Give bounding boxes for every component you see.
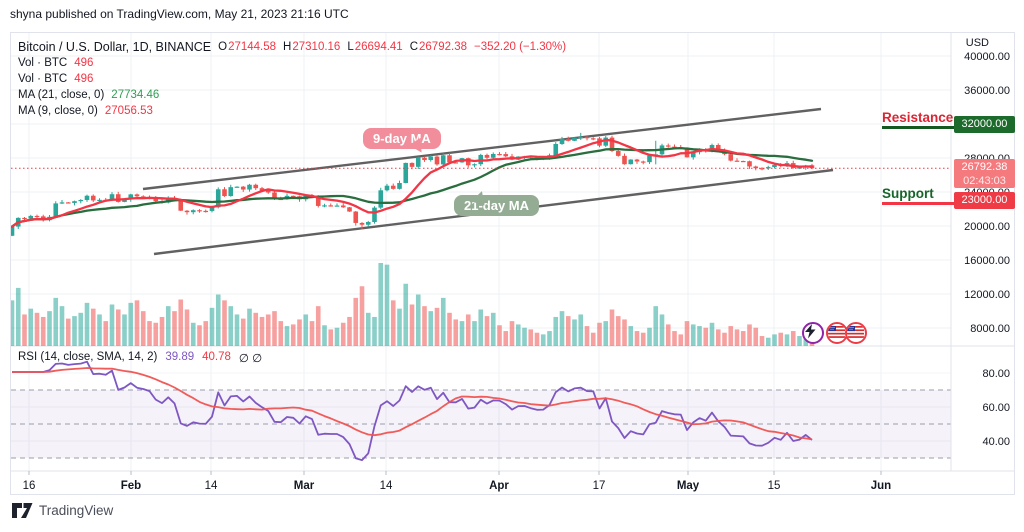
attribution-text: shyna published on TradingView.com, May … — [10, 7, 349, 21]
svg-text:12000.00: 12000.00 — [964, 289, 1010, 301]
svg-text:16000.00: 16000.00 — [964, 255, 1010, 267]
footer-brand: TradingView — [39, 503, 114, 518]
lightning-icon — [805, 324, 816, 339]
svg-text:16: 16 — [23, 480, 36, 492]
chart-widget: 40000.0036000.0028000.0024000.0020000.00… — [10, 32, 1015, 495]
us-flag-event-icon[interactable] — [845, 322, 867, 344]
svg-text:20000.00: 20000.00 — [964, 221, 1010, 233]
rsi-value: 39.89 — [165, 351, 195, 363]
symbol-title: Bitcoin / U.S. Dollar, 1D, BINANCE — [18, 40, 212, 54]
svg-text:14: 14 — [205, 480, 218, 492]
footer: TradingView — [12, 502, 113, 519]
us-flag-icon — [828, 324, 845, 341]
svg-text:8000.00: 8000.00 — [970, 323, 1010, 335]
price-axis[interactable] — [951, 33, 1014, 471]
ohlc-close: C 26792.38 — [409, 41, 467, 53]
bar-countdown: 02:43:03 — [963, 175, 1006, 187]
price-chart-canvas[interactable]: 40000.0036000.0028000.0024000.0020000.00… — [11, 33, 1016, 496]
lightning-event-icon[interactable] — [802, 322, 824, 344]
us-flag-event-icon[interactable] — [826, 322, 848, 344]
support-price-badge: 23000.00 — [954, 192, 1015, 209]
support-label: Support — [882, 186, 954, 205]
svg-text:14: 14 — [380, 480, 393, 492]
svg-text:May: May — [677, 480, 700, 492]
volume-row: Vol · BTC 496 — [18, 57, 94, 69]
us-flag-icon — [847, 324, 864, 341]
svg-text:Feb: Feb — [121, 480, 141, 492]
time-axis[interactable] — [11, 471, 951, 495]
ohlc-low: L 26694.41 — [347, 41, 403, 53]
symbol-row: Bitcoin / U.S. Dollar, 1D, BINANCE O 2714… — [18, 39, 566, 55]
ma9-callout: 9-day MA — [363, 128, 441, 149]
currency-label: USD — [965, 37, 989, 49]
rsi-legend: RSI (14, close, SMA, 14, 2) 39.89 40.78 … — [18, 351, 263, 365]
resistance-label: Resistance — [882, 110, 954, 129]
svg-text:Apr: Apr — [489, 480, 509, 492]
ohlc-high: H 27310.16 — [283, 41, 341, 53]
svg-text:Mar: Mar — [294, 480, 315, 492]
volume-row: Vol · BTC 496 — [18, 73, 94, 85]
chart-legend: Bitcoin / U.S. Dollar, 1D, BINANCE O 2714… — [18, 39, 566, 119]
last-price-badge: 26792.38 02:43:03 — [954, 159, 1015, 188]
svg-text:40000.00: 40000.00 — [964, 51, 1010, 63]
ma9-row: MA (9, close, 0) 27056.53 — [18, 105, 153, 117]
svg-text:60.00: 60.00 — [982, 402, 1010, 414]
tradingview-logo-icon — [12, 503, 33, 518]
rsi-extra-values: ∅ ∅ — [238, 353, 263, 365]
rsi-sma-value: 40.78 — [202, 351, 231, 363]
svg-text:40.00: 40.00 — [982, 436, 1010, 448]
change-value: −352.20 (−1.30%) — [473, 41, 567, 53]
resistance-price-badge: 32000.00 — [954, 116, 1015, 133]
ma21-callout: 21-day MA — [454, 195, 540, 216]
svg-text:Jun: Jun — [871, 480, 891, 492]
svg-text:15: 15 — [768, 480, 781, 492]
svg-text:80.00: 80.00 — [982, 368, 1010, 380]
svg-text:36000.00: 36000.00 — [964, 85, 1010, 97]
ohlc-open: O 27144.58 — [218, 41, 277, 53]
svg-text:17: 17 — [593, 480, 606, 492]
last-price-value: 26792.38 — [961, 161, 1008, 173]
ma21-row: MA (21, close, 0) 27734.46 — [18, 89, 160, 101]
